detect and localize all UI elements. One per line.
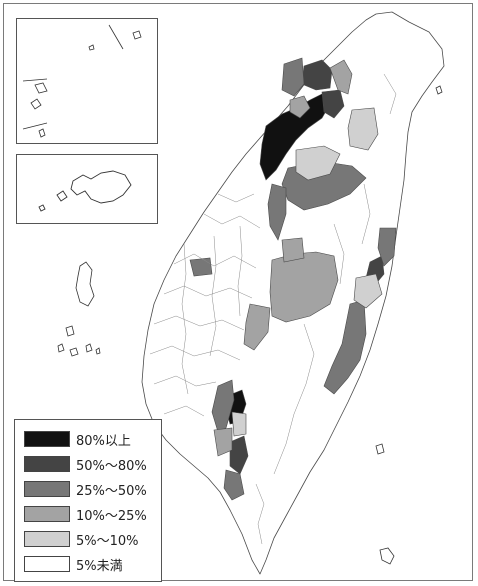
- inset-kinmen: [16, 154, 158, 224]
- region-10-25: [269, 251, 339, 323]
- region-10-25: [329, 59, 353, 95]
- legend-item-under-5: 5%未満: [24, 555, 123, 574]
- penghu-islands: [75, 261, 95, 307]
- region-25-50: [377, 227, 397, 267]
- legend-swatch: [24, 531, 70, 547]
- legend-swatch: [24, 506, 70, 522]
- region-50-80: [321, 89, 345, 119]
- inset-northern-islands-map: [22, 24, 142, 138]
- legend-label: 10%～25%: [76, 508, 147, 524]
- legend-label: 50%～80%: [76, 458, 147, 474]
- legend-item-50-80: 50%～80%: [24, 455, 147, 474]
- region-25-50: [211, 379, 235, 433]
- region-25-50: [189, 257, 213, 277]
- region-5-10: [295, 145, 341, 181]
- legend-item-80-plus: 80%以上: [24, 430, 131, 449]
- map-frame: 80%以上 50%～80% 25%～50% 10%～25% 5%～10% 5%未…: [3, 3, 473, 582]
- legend-item-10-25: 10%～25%: [24, 505, 147, 524]
- region-10-25: [289, 95, 311, 119]
- region-25-50: [281, 57, 305, 97]
- region-25-50: [323, 299, 367, 395]
- legend-label: 80%以上: [76, 433, 131, 449]
- region-10-25: [213, 427, 233, 457]
- region-5-10: [231, 411, 247, 437]
- inset-northern-islands: [16, 18, 158, 144]
- region-5-10: [353, 273, 383, 309]
- legend-item-5-10: 5%～10%: [24, 530, 139, 549]
- legend-label: 5%～10%: [76, 533, 139, 549]
- orchid-island: [379, 547, 395, 565]
- legend-swatch: [24, 481, 70, 497]
- region-10-25: [281, 237, 305, 263]
- region-25-50: [223, 469, 245, 501]
- region-5-10: [347, 107, 379, 151]
- legend: 80%以上 50%～80% 25%～50% 10%～25% 5%～10% 5%未…: [14, 419, 162, 582]
- choropleth-map: [57, 11, 445, 575]
- region-50-80: [229, 435, 249, 475]
- legend-swatch: [24, 556, 70, 572]
- inset-kinmen-map: [38, 170, 132, 212]
- legend-swatch: [24, 431, 70, 447]
- legend-label: 5%未満: [76, 558, 123, 574]
- region-25-50: [267, 183, 287, 241]
- legend-item-25-50: 25%～50%: [24, 480, 147, 499]
- green-island: [375, 443, 385, 455]
- region-10-25: [243, 303, 271, 351]
- legend-label: 25%～50%: [76, 483, 147, 499]
- legend-swatch: [24, 456, 70, 472]
